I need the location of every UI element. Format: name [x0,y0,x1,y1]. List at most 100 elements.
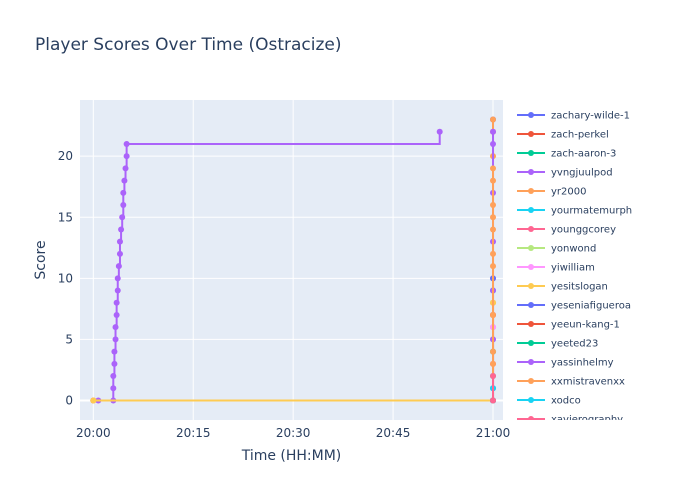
data-point[interactable] [123,153,130,160]
data-point[interactable] [111,360,118,367]
x-axis-title: Time (HH:MM) [241,448,342,464]
legend-label: yr2000 [551,187,586,198]
legend-item[interactable]: yr2000 [517,187,586,198]
data-point[interactable] [122,165,129,172]
legend-item[interactable]: zach-perkel [517,130,609,141]
data-point[interactable] [110,373,117,380]
legend-marker [528,245,534,251]
legend-marker [528,416,534,420]
data-point[interactable] [119,214,126,221]
legend-marker [528,169,534,175]
data-point[interactable] [90,397,97,404]
legend-label: yeeted23 [551,339,598,350]
data-point[interactable] [112,336,119,343]
legend-marker [528,207,534,213]
series-group [490,373,497,404]
data-point[interactable] [123,140,130,147]
data-point[interactable] [490,360,497,367]
legend-item[interactable]: yeeted23 [517,339,598,350]
data-point[interactable] [121,177,128,184]
legend-marker [528,340,534,346]
legend-item[interactable]: yonwond [517,244,596,255]
data-point[interactable] [116,250,123,257]
legend-label: yassinhelmy [551,358,614,369]
data-point[interactable] [490,397,497,404]
y-tick-label: 20 [58,149,73,163]
legend-label: yesitslogan [551,282,608,293]
legend-label: yvngjuulpod [551,168,613,179]
legend-label: yonwond [551,244,596,255]
data-point[interactable] [111,348,118,355]
legend-marker [528,378,534,384]
data-point[interactable] [490,373,497,380]
legend-label: xavierography [551,415,623,426]
data-point[interactable] [116,238,123,245]
data-point[interactable] [436,128,443,135]
legend-item[interactable]: yassinhelmy [517,358,614,369]
legend-item[interactable]: younggcorey [517,225,616,236]
legend-item[interactable]: yvngjuulpod [517,168,613,179]
legend-item[interactable]: xodco [517,396,581,407]
y-axis-ticks: 0 5 10 15 20 [58,149,73,407]
legend-item[interactable]: yeeun-kang-1 [517,320,620,331]
data-point[interactable] [113,311,120,318]
legend-marker [528,226,534,232]
plot-area [90,116,497,404]
legend-marker [528,112,534,118]
legend-label: xxmistravenxx [551,377,625,388]
data-point[interactable] [120,189,127,196]
legend-marker [528,302,534,308]
data-point[interactable] [490,214,497,221]
legend-item[interactable]: yourmatemurph [517,206,632,217]
y-tick-label: 15 [58,210,73,224]
legend-item[interactable]: xavierography [517,415,623,426]
legend-marker [528,321,534,327]
legend-marker [528,188,534,194]
data-point[interactable] [112,324,119,331]
legend-item[interactable]: xxmistravenxx [517,377,625,388]
x-tick-label: 20:45 [376,426,411,440]
legend-item[interactable]: yeseniafigueroa [517,301,631,312]
legend-label: yeseniafigueroa [551,301,631,312]
data-point[interactable] [114,287,121,294]
legend-marker [528,359,534,365]
data-point[interactable] [490,263,497,270]
x-axis-ticks: 20:00 20:15 20:30 20:45 21:00 [76,426,510,440]
x-tick-label: 20:30 [276,426,311,440]
data-point[interactable] [490,140,497,147]
legend-label: younggcorey [551,225,616,236]
series-layer [90,116,497,404]
legend-label: yiwilliam [551,263,595,274]
data-point[interactable] [110,385,117,392]
legend-item[interactable]: yesitslogan [517,282,608,293]
y-tick-label: 0 [65,393,73,407]
data-point[interactable] [490,311,497,318]
data-point[interactable] [115,263,122,270]
chart-title: Player Scores Over Time (Ostracize) [35,35,342,55]
x-tick-label: 21:00 [476,426,511,440]
legend-label: zach-perkel [551,130,609,141]
plot-background [80,100,503,420]
data-point[interactable] [113,299,120,306]
data-point[interactable] [118,226,125,233]
legend-marker [528,131,534,137]
y-axis-title: Score [33,240,49,279]
legend-marker [528,397,534,403]
data-point[interactable] [114,275,121,282]
y-tick-label: 5 [65,332,73,346]
legend-item[interactable]: zach-aaron-3 [517,149,616,160]
data-point[interactable] [490,165,497,172]
legend-item[interactable]: zachary-wilde-1 [517,111,630,122]
data-point[interactable] [490,116,497,123]
legend-label: zach-aaron-3 [551,149,616,160]
x-tick-label: 20:15 [176,426,211,440]
data-point[interactable] [120,202,127,209]
legend-marker [528,150,534,156]
y-tick-label: 10 [58,271,73,285]
legend[interactable]: zachary-wilde-1 zach-perkel zach-aaron-3 yv… [517,111,632,426]
x-tick-label: 20:00 [76,426,111,440]
legend-item[interactable]: yiwilliam [517,263,595,274]
data-point[interactable] [490,128,497,135]
